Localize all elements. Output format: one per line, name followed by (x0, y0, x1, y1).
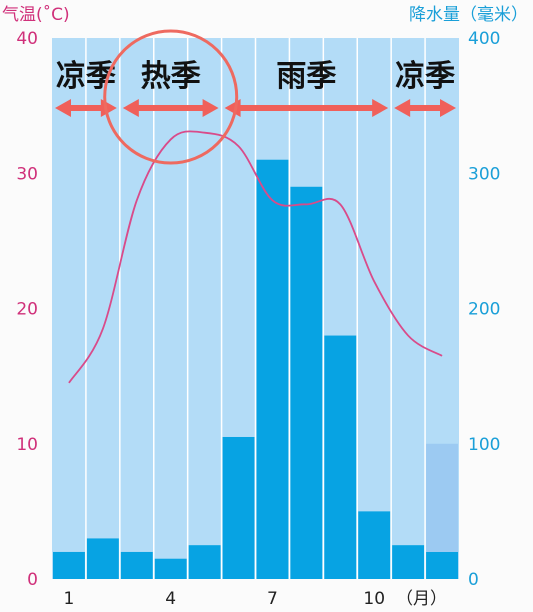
season-1: 热季 (122, 59, 219, 117)
precipitation-bar (426, 551, 458, 579)
grid-lines (85, 38, 426, 579)
season-bands: 凉季 热季 雨季 凉季 (55, 59, 456, 117)
precipitation-bar (188, 545, 221, 579)
precipitation-bar (290, 186, 323, 579)
left-tick-label: 0 (27, 570, 38, 590)
right-tick-label: 300 (468, 164, 500, 184)
season-arrow-head-right (440, 99, 456, 117)
season-label: 凉季 (395, 59, 455, 94)
left-axis-label: 气温(˚C) (2, 4, 70, 25)
season-2: 雨季 (224, 59, 389, 117)
x-tick-label: 10 (363, 589, 385, 609)
precipitation-bar (358, 511, 391, 579)
right-tick-label: 400 (468, 29, 500, 49)
x-axis-ticks: 1 4 7 10 (64, 589, 385, 609)
left-tick-label: 20 (16, 300, 38, 320)
precipitation-bar (222, 436, 255, 579)
left-tick-label: 30 (16, 164, 38, 184)
x-tick-label: 4 (165, 589, 176, 609)
precipitation-bar (324, 335, 357, 579)
right-axis-ticks: 0 100 200 300 400 (468, 29, 500, 590)
precipitation-bar (120, 551, 153, 579)
precipitation-bar (392, 545, 425, 579)
left-axis-ticks: 0 10 20 30 40 (16, 29, 38, 590)
temperature-line (68, 130, 443, 384)
season-arrow-head-right (372, 99, 389, 117)
x-axis-unit: （月） (396, 589, 447, 609)
season-arrow-head-right (202, 99, 219, 117)
season-0: 凉季 (55, 59, 117, 117)
season-label: 热季 (141, 59, 201, 94)
season-arrow-head-left (55, 99, 71, 117)
highlight-circle (103, 29, 239, 165)
precipitation-bar (256, 159, 289, 579)
precipitation-bar-faded (426, 443, 458, 552)
season-arrow-head-left (122, 99, 139, 117)
left-tick-label: 40 (16, 29, 38, 49)
x-tick-label: 1 (64, 589, 75, 609)
precipitation-bar (53, 551, 85, 579)
right-tick-label: 200 (468, 300, 500, 320)
right-tick-label: 100 (468, 435, 500, 455)
left-tick-label: 10 (16, 435, 38, 455)
precipitation-bar (154, 558, 187, 579)
precipitation-bar (86, 538, 119, 579)
x-tick-label: 7 (267, 589, 278, 609)
right-axis-label: 降水量（毫米） (409, 5, 528, 25)
season-3: 凉季 (394, 59, 456, 117)
precipitation-bars (53, 159, 458, 579)
season-label: 雨季 (276, 59, 336, 94)
right-tick-label: 0 (468, 570, 479, 590)
season-arrow-head-left (394, 99, 411, 117)
